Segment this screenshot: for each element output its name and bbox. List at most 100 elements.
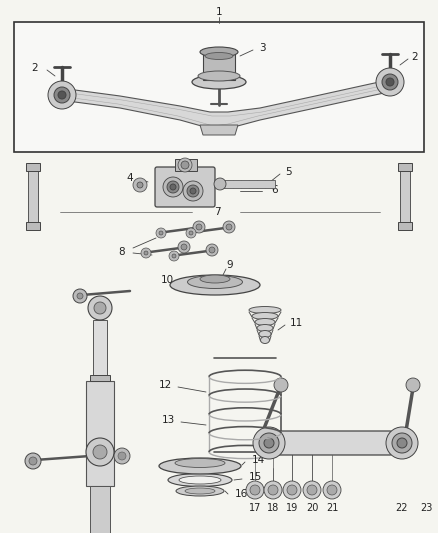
Bar [14,22,424,152]
Ellipse shape [168,473,232,487]
Text: 22: 22 [396,503,408,513]
Bar [220,180,275,188]
Circle shape [209,247,215,253]
Text: 13: 13 [161,415,175,425]
Circle shape [287,485,297,495]
Ellipse shape [249,306,281,313]
Circle shape [167,181,179,193]
Ellipse shape [200,47,238,57]
Circle shape [54,87,70,103]
Circle shape [178,241,190,253]
Text: 14: 14 [251,455,265,465]
Text: 3: 3 [259,43,265,53]
Circle shape [48,81,76,109]
Bar [93,320,107,375]
Circle shape [392,433,412,453]
FancyBboxPatch shape [155,167,215,207]
Text: 5: 5 [285,167,291,177]
Text: 6: 6 [272,185,278,195]
Bar [86,381,114,486]
Text: 21: 21 [326,503,338,513]
Ellipse shape [259,330,271,337]
Circle shape [406,378,420,392]
Polygon shape [200,125,238,135]
Circle shape [25,453,41,469]
Circle shape [214,178,226,190]
Circle shape [386,427,418,459]
Circle shape [274,378,288,392]
Text: 9: 9 [227,260,233,270]
Circle shape [187,185,199,197]
Circle shape [163,177,183,197]
Circle shape [181,244,187,250]
Ellipse shape [257,325,273,332]
Circle shape [169,251,179,261]
Circle shape [137,182,143,188]
Ellipse shape [192,75,246,89]
Circle shape [118,452,126,460]
Circle shape [181,161,189,169]
Circle shape [303,481,321,499]
Circle shape [250,485,260,495]
Bar [398,222,412,230]
Ellipse shape [159,458,241,474]
Ellipse shape [205,52,233,60]
Circle shape [170,184,176,190]
Circle shape [193,221,205,233]
Circle shape [114,448,130,464]
Circle shape [264,438,274,448]
Circle shape [29,457,37,465]
Text: 19: 19 [286,503,298,513]
Circle shape [268,485,278,495]
Circle shape [226,224,232,230]
Circle shape [86,438,114,466]
Circle shape [159,231,163,235]
Ellipse shape [175,458,225,467]
Ellipse shape [187,276,243,288]
Circle shape [190,188,196,194]
Bar [90,486,110,533]
Ellipse shape [252,312,278,319]
Circle shape [88,296,112,320]
Text: 23: 23 [420,503,432,513]
Bar [90,375,110,381]
Text: 18: 18 [267,503,279,513]
Circle shape [77,293,83,299]
Circle shape [73,289,87,303]
Circle shape [156,228,166,238]
Ellipse shape [176,486,224,496]
Circle shape [259,433,279,453]
Text: 7: 7 [214,207,220,217]
Circle shape [93,445,107,459]
Circle shape [382,74,398,90]
Bar [398,163,412,171]
Text: 8: 8 [119,247,125,257]
Circle shape [327,485,337,495]
Ellipse shape [255,319,275,326]
Circle shape [307,485,317,495]
Circle shape [283,481,301,499]
Circle shape [94,302,106,314]
Text: 20: 20 [306,503,318,513]
Bar [26,222,40,230]
Circle shape [223,221,235,233]
Ellipse shape [179,476,221,484]
Circle shape [58,91,66,99]
Bar [203,52,235,80]
Circle shape [264,481,282,499]
Circle shape [253,427,285,459]
Polygon shape [52,78,398,130]
Text: 15: 15 [248,472,261,482]
Circle shape [397,438,407,448]
Text: 17: 17 [249,503,261,513]
Ellipse shape [200,275,230,283]
Bar [28,163,38,228]
Text: 12: 12 [159,380,172,390]
Circle shape [246,481,264,499]
Circle shape [206,244,218,256]
Ellipse shape [198,71,240,81]
Text: 2: 2 [32,63,38,73]
Circle shape [178,158,192,172]
Bar [175,159,197,171]
Text: 2: 2 [412,52,418,62]
